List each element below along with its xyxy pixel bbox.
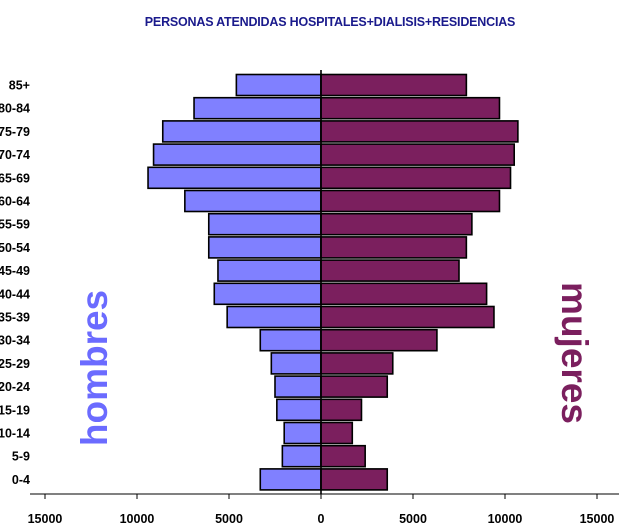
x-tick-label: 5000 xyxy=(399,512,427,526)
age-label-30-34: 30-34 xyxy=(0,334,30,348)
age-label-20-24: 20-24 xyxy=(0,380,30,394)
age-label-5-9: 5-9 xyxy=(12,450,30,464)
bar-hombres-60-64 xyxy=(184,189,322,213)
bar-hombres-35-39 xyxy=(226,305,322,329)
bar-hombres-55-59 xyxy=(207,212,322,236)
bar-mujeres-80-84 xyxy=(320,96,501,120)
age-label-85+: 85+ xyxy=(9,79,30,93)
age-label-25-29: 25-29 xyxy=(0,357,30,371)
bar-mujeres-65-69 xyxy=(320,166,512,190)
age-label-50-54: 50-54 xyxy=(0,241,30,255)
x-tick-label: 10000 xyxy=(488,512,523,526)
x-tick-label: 0 xyxy=(318,512,325,526)
bar-hombres-5-9 xyxy=(281,444,322,468)
bar-hombres-15-19 xyxy=(276,398,322,422)
bar-mujeres-50-54 xyxy=(320,236,468,259)
bar-mujeres-85+ xyxy=(320,73,468,97)
bar-mujeres-0-4 xyxy=(320,468,389,491)
bar-mujeres-75-79 xyxy=(320,120,519,143)
bar-hombres-65-69 xyxy=(147,166,322,190)
axes-group xyxy=(30,70,619,499)
bar-hombres-50-54 xyxy=(207,236,322,259)
age-label-35-39: 35-39 xyxy=(0,311,30,325)
age-group-labels: 85+ 80-84 75-79 70-74 65-69 60-64 55-59 50-54 45… xyxy=(0,79,30,487)
age-label-80-84: 80-84 xyxy=(0,102,30,116)
age-label-75-79: 75-79 xyxy=(0,125,30,139)
age-label-40-44: 40-44 xyxy=(0,287,30,301)
bar-hombres-25-29 xyxy=(270,352,322,375)
bar-hombres-75-79 xyxy=(161,120,322,143)
bar-mujeres-5-9 xyxy=(320,444,366,468)
bar-hombres-45-49 xyxy=(217,259,322,282)
bar-mujeres-30-34 xyxy=(320,328,438,352)
age-label-0-4: 0-4 xyxy=(12,473,30,487)
men-label: hombres xyxy=(74,289,115,447)
bar-hombres-20-24 xyxy=(274,375,322,398)
bar-hombres-80-84 xyxy=(193,96,322,120)
bar-mujeres-60-64 xyxy=(320,189,501,213)
chart-title: PERSONAS ATENDIDAS HOSPITALES+DIALISIS+R… xyxy=(144,15,516,29)
age-label-55-59: 55-59 xyxy=(0,218,30,232)
bar-hombres-85+ xyxy=(235,73,322,97)
bar-mujeres-15-19 xyxy=(320,398,363,422)
age-label-60-64: 60-64 xyxy=(0,195,30,209)
x-tick-label: 10000 xyxy=(120,512,155,526)
age-label-10-14: 10-14 xyxy=(0,427,30,441)
bars-group xyxy=(147,73,519,491)
x-tick-label: 5000 xyxy=(215,512,243,526)
bar-hombres-40-44 xyxy=(213,282,322,306)
x-tick-label: 15000 xyxy=(580,512,615,526)
age-label-15-19: 15-19 xyxy=(0,403,30,417)
x-tick-labels: 15000 10000 5000 0 5000 10000 15000 xyxy=(28,512,615,526)
age-label-70-74: 70-74 xyxy=(0,148,30,162)
bar-hombres-30-34 xyxy=(259,328,322,352)
bar-mujeres-45-49 xyxy=(320,259,460,282)
bar-hombres-0-4 xyxy=(259,468,322,491)
bar-mujeres-10-14 xyxy=(320,421,354,445)
bar-mujeres-70-74 xyxy=(320,143,515,166)
age-label-65-69: 65-69 xyxy=(0,171,30,185)
bar-hombres-10-14 xyxy=(283,421,322,445)
bar-mujeres-25-29 xyxy=(320,352,394,375)
bar-mujeres-40-44 xyxy=(320,282,488,306)
bar-hombres-70-74 xyxy=(152,143,322,166)
age-label-45-49: 45-49 xyxy=(0,264,30,278)
bar-mujeres-55-59 xyxy=(320,212,473,236)
x-tick-label: 15000 xyxy=(28,512,63,526)
bar-mujeres-20-24 xyxy=(320,375,389,398)
women-label: mujeres xyxy=(554,282,595,424)
bar-mujeres-35-39 xyxy=(320,305,495,329)
